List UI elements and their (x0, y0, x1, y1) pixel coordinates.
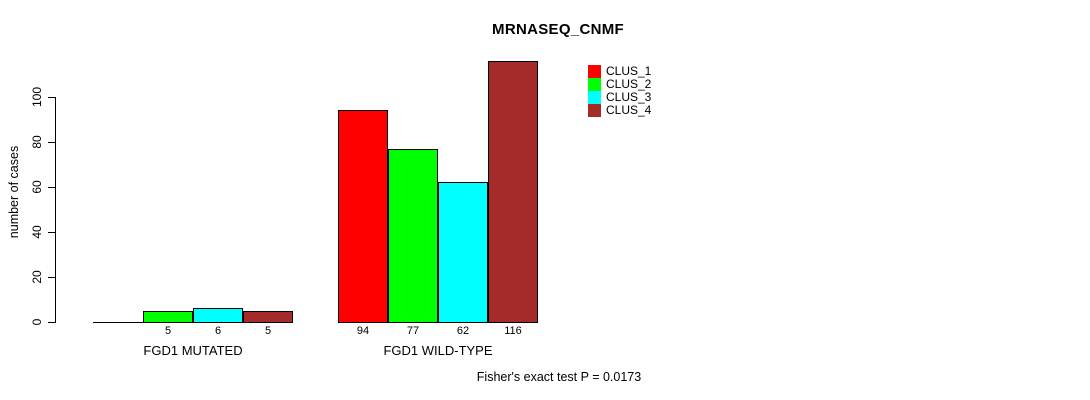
group-label-2: FGD1 WILD-TYPE (383, 343, 493, 358)
legend-label: CLUS_1 (606, 64, 652, 79)
y-tick-mark (48, 231, 55, 233)
legend-label: CLUS_3 (606, 90, 652, 105)
legend-swatch-clus_4 (588, 103, 601, 117)
bar-value-label: 62 (456, 325, 470, 337)
bar-clus_2-group1 (143, 311, 193, 323)
bar-clus_3-group2 (438, 182, 488, 323)
legend: CLUS_1 CLUS_2 CLUS_3 CLUS_4 (588, 64, 652, 118)
bar-clus_2-group2 (388, 149, 438, 323)
legend-row: CLUS_2 (588, 77, 652, 92)
legend-swatch-clus_2 (588, 77, 601, 91)
y-tick-mark (48, 96, 55, 98)
bar-value-label: 116 (504, 325, 522, 337)
y-tick-label: 60 (30, 180, 44, 194)
legend-label: CLUS_2 (606, 77, 652, 92)
legend-row: CLUS_1 (588, 64, 652, 79)
y-tick-mark (48, 321, 55, 323)
bar-value-label: 6 (214, 325, 222, 337)
legend-swatch-clus_3 (588, 90, 601, 104)
y-tick-label: 20 (30, 270, 44, 284)
legend-label: CLUS_4 (606, 103, 652, 118)
y-tick-label: 80 (30, 135, 44, 149)
legend-row: CLUS_4 (588, 103, 652, 118)
bar-value-label: 5 (164, 325, 172, 337)
y-axis-label: number of cases (7, 145, 21, 239)
fisher-test-annotation: Fisher's exact test P = 0.0173 (476, 370, 642, 384)
bar-value-label: 94 (356, 325, 370, 337)
bar-clus_1-group2 (338, 110, 388, 323)
y-tick-label: 100 (30, 86, 44, 108)
y-tick-label: 0 (30, 318, 44, 326)
y-tick-mark (48, 276, 55, 278)
y-tick-label: 40 (30, 225, 44, 239)
y-axis-line (55, 97, 56, 323)
bar-clus_4-group1 (243, 311, 293, 323)
chart-title: MRNASEQ_CNMF (492, 21, 624, 38)
bar-value-label: 77 (406, 325, 420, 337)
group-label-1: FGD1 MUTATED (143, 343, 243, 358)
y-tick-mark (48, 141, 55, 143)
legend-row: CLUS_3 (588, 90, 652, 105)
bar-value-label: 5 (264, 325, 272, 337)
y-tick-mark (48, 186, 55, 188)
bar-clus_3-group1 (193, 308, 243, 323)
legend-swatch-clus_1 (588, 64, 601, 78)
bar-clus_4-group2 (488, 61, 538, 323)
